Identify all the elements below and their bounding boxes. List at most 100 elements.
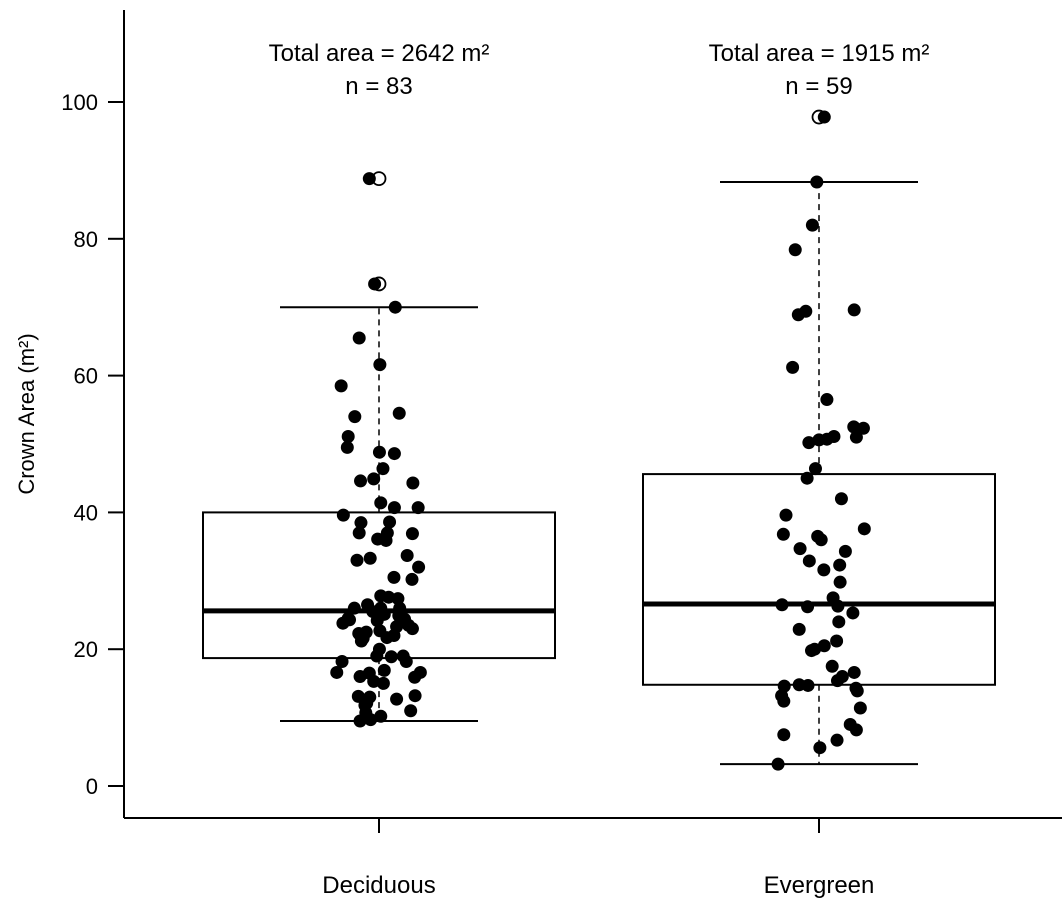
axes — [123, 10, 1062, 819]
data-point — [376, 462, 390, 476]
data-point — [833, 558, 847, 572]
data-point — [820, 393, 834, 407]
data-point — [336, 508, 350, 522]
data-point — [411, 501, 425, 515]
data-point — [775, 689, 789, 703]
data-point — [801, 678, 815, 692]
n-count-label: n = 83 — [345, 73, 412, 100]
data-point — [354, 474, 368, 488]
data-point — [779, 508, 793, 522]
data-point — [379, 533, 393, 547]
data-point — [810, 175, 824, 189]
data-point — [367, 674, 381, 688]
data-point — [370, 649, 384, 663]
data-point — [406, 476, 420, 490]
annotations: Total area = 2642 m² n = 83 Total area = 1… — [269, 40, 930, 100]
data-point — [831, 599, 845, 613]
y-tick-label: 20 — [74, 637, 98, 662]
data-point — [340, 440, 354, 454]
data-point — [387, 570, 401, 584]
data-point — [834, 492, 848, 506]
outliers — [371, 109, 827, 292]
data-point — [771, 757, 785, 771]
data-point — [838, 544, 852, 558]
data-point — [788, 243, 802, 257]
y-tick-label: 100 — [61, 90, 98, 115]
data-point — [776, 527, 790, 541]
data-point — [850, 684, 864, 698]
data-point — [856, 421, 870, 435]
data-point — [335, 655, 349, 669]
data-point — [408, 689, 422, 703]
data-point — [368, 277, 382, 291]
y-tick-label: 40 — [74, 500, 98, 525]
data-point — [334, 379, 348, 393]
x-ticks: Deciduous Evergreen — [322, 818, 874, 899]
data-point — [376, 676, 390, 690]
data-point — [374, 496, 388, 510]
data-point — [363, 551, 377, 565]
data-point — [390, 692, 404, 706]
y-tick-label: 0 — [86, 774, 98, 799]
data-point — [387, 501, 401, 515]
data-point — [354, 516, 368, 530]
data-point — [847, 303, 861, 317]
points — [330, 110, 871, 771]
data-point — [833, 575, 847, 589]
n-count-label: n = 59 — [785, 73, 852, 100]
data-point — [350, 553, 364, 567]
data-point — [401, 618, 415, 632]
data-point — [775, 598, 789, 612]
data-point — [847, 420, 861, 434]
data-point — [348, 410, 362, 424]
data-point — [832, 615, 846, 629]
data-point — [405, 572, 419, 586]
data-point — [367, 472, 381, 486]
data-point — [374, 589, 388, 603]
data-point — [352, 526, 366, 540]
data-point — [377, 663, 391, 677]
data-point — [800, 471, 814, 485]
data-point — [387, 447, 401, 461]
data-point — [405, 527, 419, 541]
data-point — [352, 331, 366, 345]
data-point — [412, 560, 426, 574]
data-point — [830, 634, 844, 648]
data-point — [812, 433, 826, 447]
data-point — [805, 218, 819, 232]
total-area-label: Total area = 1915 m² — [709, 40, 930, 67]
data-point — [801, 600, 815, 614]
data-point — [813, 741, 827, 755]
data-point — [362, 172, 376, 186]
total-area-label: Total area = 2642 m² — [269, 40, 490, 67]
data-point — [356, 631, 370, 645]
data-point — [372, 445, 386, 459]
data-point — [383, 515, 397, 529]
boxes — [202, 181, 996, 766]
data-point — [805, 644, 819, 658]
data-point — [802, 554, 816, 568]
data-point — [373, 358, 387, 372]
y-tick-label: 60 — [74, 364, 98, 389]
data-point — [802, 436, 816, 450]
data-point — [792, 622, 806, 636]
data-point — [847, 665, 861, 679]
data-point — [817, 110, 831, 124]
y-axis-label: Crown Area (m²) — [14, 333, 39, 494]
data-point — [330, 665, 344, 679]
x-tick-label: Evergreen — [764, 872, 875, 899]
data-point — [849, 430, 863, 444]
data-point — [377, 607, 391, 621]
data-point — [384, 650, 398, 664]
data-point — [353, 714, 367, 728]
data-point — [347, 601, 361, 615]
y-tick-label: 80 — [74, 227, 98, 252]
data-point — [341, 611, 355, 625]
data-point — [392, 609, 406, 623]
data-point — [380, 631, 394, 645]
data-point — [400, 548, 414, 562]
data-point — [808, 462, 822, 476]
data-point — [388, 300, 402, 314]
data-point — [830, 674, 844, 688]
data-point — [817, 563, 831, 577]
